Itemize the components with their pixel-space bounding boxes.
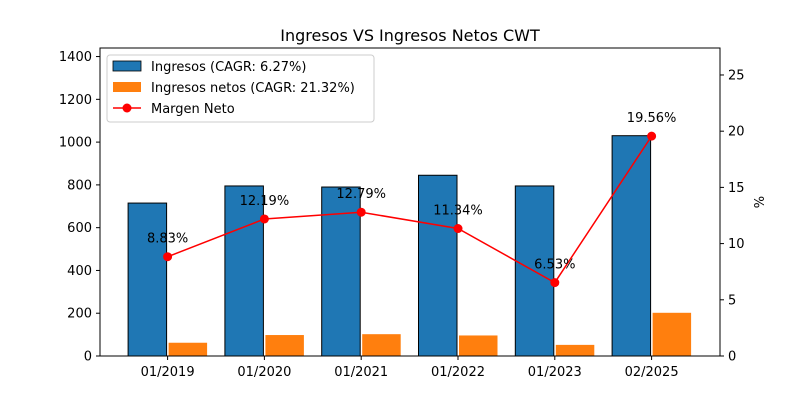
y2-tick-label: 20 bbox=[728, 125, 745, 140]
margen-neto-data-label: 12.79% bbox=[336, 187, 386, 202]
y-tick-label: 0 bbox=[84, 350, 92, 365]
bar-ingresos-netos bbox=[168, 342, 208, 356]
bar-ingresos-netos bbox=[652, 312, 692, 356]
legend-box bbox=[106, 54, 375, 123]
bar-ingresos bbox=[611, 135, 652, 357]
y-tick-label: 800 bbox=[67, 178, 92, 193]
margen-neto-data-label: 12.19% bbox=[240, 194, 290, 209]
margen-neto-point bbox=[356, 207, 366, 217]
y-tick-label: 1000 bbox=[59, 136, 92, 151]
x-tick-label: 02/2025 bbox=[625, 365, 679, 380]
bars-layer bbox=[127, 135, 692, 357]
bar-ingresos bbox=[224, 185, 264, 357]
data-labels-layer: 8.83% 12.19% 12.79% 11.34% 6.53% 19.56% bbox=[147, 111, 676, 272]
y2-tick-label: 10 bbox=[728, 237, 745, 252]
y-axis-right: 0 5 10 15 20 25 bbox=[720, 68, 745, 365]
chart-title: Ingresos VS Ingresos Netos CWT bbox=[280, 26, 540, 45]
margen-neto-data-label: 19.56% bbox=[627, 111, 677, 126]
y-tick-label: 400 bbox=[67, 264, 92, 279]
x-tick-label: 01/2023 bbox=[528, 365, 582, 380]
plot-frame bbox=[99, 47, 721, 357]
y-tick-label: 600 bbox=[67, 221, 92, 236]
legend-label-ingresos-netos: Ingresos netos (CAGR: 21.32%) bbox=[151, 81, 355, 96]
margen-neto-point bbox=[163, 252, 173, 262]
margin-line-layer bbox=[163, 131, 657, 288]
margen-neto-point bbox=[647, 131, 657, 141]
bar-ingresos bbox=[418, 174, 458, 357]
legend-label-ingresos: Ingresos (CAGR: 6.27%) bbox=[151, 60, 306, 75]
y2-tick-label: 15 bbox=[728, 181, 745, 196]
margen-neto-point bbox=[259, 214, 269, 224]
margen-neto-point bbox=[550, 278, 560, 288]
y2-tick-label: 5 bbox=[728, 293, 736, 308]
bar-ingresos-netos bbox=[555, 344, 595, 356]
margen-neto-data-label: 8.83% bbox=[147, 232, 188, 247]
margen-neto-line bbox=[167, 135, 653, 284]
y2-tick-label: 0 bbox=[728, 350, 736, 365]
y-tick-label: 200 bbox=[67, 307, 92, 322]
bar-ingresos bbox=[127, 202, 168, 357]
y2-tick-label: 25 bbox=[728, 68, 745, 83]
y-axis-left: 0 200 400 600 800 1000 1200 1400 bbox=[59, 50, 100, 365]
margen-neto-point bbox=[453, 224, 463, 234]
legend: Ingresos (CAGR: 6.27%) Ingresos netos (C… bbox=[106, 54, 375, 123]
y-tick-label: 1200 bbox=[59, 93, 92, 108]
legend-marker-margen bbox=[122, 103, 132, 113]
x-tick-label: 01/2019 bbox=[141, 365, 195, 380]
x-tick-label: 01/2022 bbox=[431, 365, 485, 380]
legend-label-margen: Margen Neto bbox=[151, 102, 235, 117]
margen-neto-data-label: 11.34% bbox=[433, 204, 483, 219]
bar-ingresos-netos bbox=[362, 334, 401, 356]
y2-axis-label: % bbox=[753, 196, 768, 208]
x-tick-label: 01/2020 bbox=[237, 365, 291, 380]
y-tick-label: 1400 bbox=[59, 50, 92, 65]
bar-ingresos-netos bbox=[459, 335, 498, 356]
x-tick-label: 01/2021 bbox=[334, 365, 388, 380]
margen-neto-data-label: 6.53% bbox=[534, 258, 575, 273]
legend-swatch-ingresos-netos bbox=[113, 82, 141, 92]
bar-ingresos-netos bbox=[265, 335, 304, 356]
legend-swatch-ingresos bbox=[112, 60, 142, 72]
x-axis: 01/2019 01/2020 01/2021 01/2022 01/2023 02/20… bbox=[141, 356, 679, 380]
